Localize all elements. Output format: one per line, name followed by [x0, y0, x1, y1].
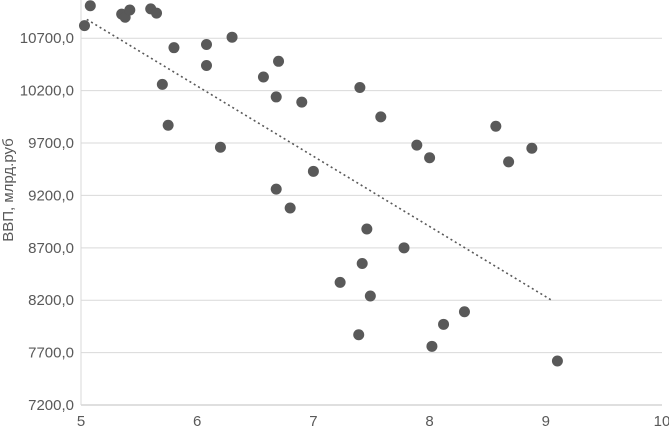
- data-point: [411, 139, 423, 151]
- data-point: [273, 55, 285, 67]
- tick-labels: 7200,0 7700,0 8200,0 8700,0 9200,0 9700,0 1020…: [20, 30, 669, 430]
- data-point: [438, 318, 450, 330]
- x-tick-label: 9: [542, 413, 550, 430]
- data-point: [226, 31, 238, 43]
- y-tick-label: 9700,0: [28, 135, 74, 152]
- y-tick-label: 7200,0: [28, 397, 74, 414]
- y-axis-title: ВВП, млрд.руб: [0, 138, 17, 242]
- data-point: [200, 59, 212, 71]
- y-tick-label: 10200,0: [20, 83, 74, 100]
- data-point: [503, 156, 515, 168]
- data-point: [426, 340, 438, 352]
- data-point: [257, 71, 269, 83]
- data-point: [526, 142, 538, 154]
- data-point: [200, 39, 212, 51]
- data-point: [270, 183, 282, 195]
- data-point: [78, 20, 90, 32]
- data-point: [307, 165, 319, 177]
- trendline-segment: [86, 18, 553, 301]
- y-tick-label: 8700,0: [28, 240, 74, 257]
- data-point: [296, 96, 308, 108]
- y-tick-label: 9200,0: [28, 187, 74, 204]
- trendline: [86, 18, 553, 301]
- data-point: [356, 258, 368, 270]
- data-point: [364, 290, 376, 302]
- data-point: [284, 202, 296, 214]
- data-point: [490, 120, 502, 132]
- y-tick-label: 10700,0: [20, 30, 74, 47]
- y-tick-label: 8200,0: [28, 292, 74, 309]
- data-point: [375, 111, 387, 123]
- data-point: [458, 306, 470, 318]
- data-point: [424, 152, 436, 164]
- data-point: [156, 78, 168, 90]
- y-tick-label: 7700,0: [28, 345, 74, 362]
- data-point: [162, 119, 174, 131]
- data-point: [84, 0, 96, 12]
- gridlines: [81, 37, 662, 406]
- x-tick-label: 7: [309, 413, 317, 430]
- data-point: [361, 223, 373, 235]
- data-point: [551, 355, 563, 367]
- data-point: [151, 7, 163, 19]
- x-tick-label: 8: [425, 413, 433, 430]
- data-point: [168, 42, 180, 54]
- data-point: [124, 4, 136, 16]
- data-point: [334, 276, 346, 288]
- axes: [80, 0, 662, 406]
- x-tick-label: 6: [193, 413, 201, 430]
- data-point: [354, 81, 366, 93]
- data-point: [353, 329, 365, 341]
- data-point: [214, 141, 226, 153]
- x-tick-label: 10: [654, 413, 669, 430]
- data-point: [270, 91, 282, 103]
- data-points: [78, 0, 563, 367]
- x-tick-label: 5: [77, 413, 85, 430]
- data-point: [398, 242, 410, 254]
